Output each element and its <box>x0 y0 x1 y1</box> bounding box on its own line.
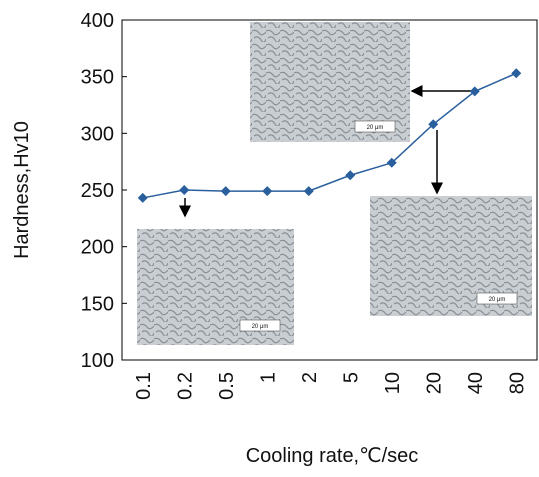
series-line <box>142 72 517 199</box>
scale-label: 20 μm <box>489 297 506 303</box>
y-tick-label: 200 <box>81 237 114 259</box>
marker <box>469 86 480 97</box>
marker <box>262 186 273 197</box>
marker <box>137 192 148 203</box>
y-axis-label: Hardness,Hv10 <box>11 121 33 259</box>
marker <box>303 186 314 197</box>
x-tick-label: 20 <box>423 372 445 394</box>
x-tick-label: 10 <box>382 372 404 394</box>
marker <box>511 68 522 79</box>
y-tick-label: 350 <box>81 67 114 89</box>
micrographs: 20 μm 20 μm 20 μm <box>137 22 532 345</box>
scale-label: 20 μm <box>367 125 384 131</box>
x-tick-label: 0.2 <box>174 372 196 400</box>
marker <box>179 185 190 195</box>
y-tick-label: 250 <box>81 180 114 202</box>
y-tick-label: 150 <box>81 293 114 315</box>
x-tick-label: 1 <box>257 372 279 383</box>
x-tick-label: 80 <box>506 372 528 394</box>
x-tick-label: 40 <box>465 372 487 394</box>
marker <box>345 170 356 181</box>
x-axis-label: Cooling rate,℃/sec <box>246 445 419 467</box>
x-tick-label: 5 <box>340 372 362 383</box>
scale-label: 20 μm <box>252 324 269 330</box>
x-tick-label: 0.5 <box>216 372 238 400</box>
marker <box>428 119 439 130</box>
y-tick-label: 100 <box>81 350 114 372</box>
marker <box>386 157 397 168</box>
y-tick-label: 300 <box>81 123 114 145</box>
scale-bar <box>354 120 396 133</box>
scale-bar <box>239 319 281 332</box>
x-tick-label: 2 <box>299 372 321 383</box>
y-tick-label: 400 <box>81 10 114 32</box>
scale-bar <box>476 292 518 305</box>
x-tick-label: 0.1 <box>133 372 155 400</box>
marker <box>220 186 231 197</box>
